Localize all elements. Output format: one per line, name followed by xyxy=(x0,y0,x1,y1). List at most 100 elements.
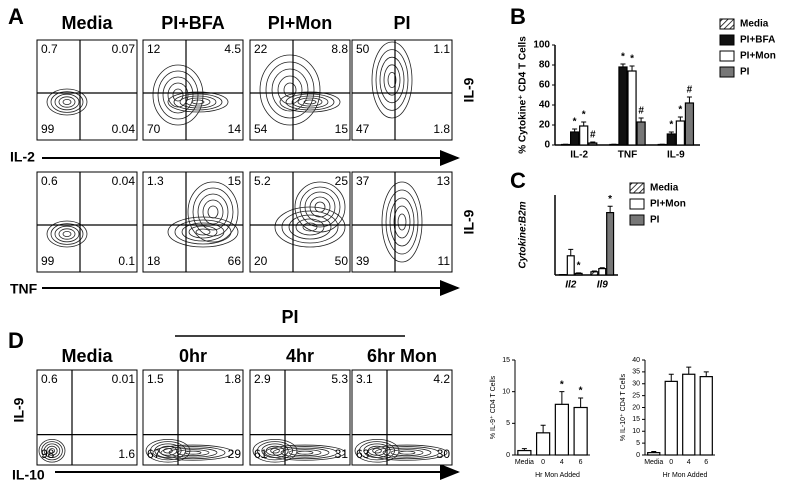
x-tick-label: Il2 xyxy=(565,280,577,291)
contour xyxy=(379,56,405,104)
contour xyxy=(50,223,84,245)
bar xyxy=(517,449,532,456)
quadrant-value: 99 xyxy=(41,254,55,268)
quadrant-value: 0.04 xyxy=(112,174,136,188)
quadrant-value: 25 xyxy=(335,174,349,188)
error-bar xyxy=(703,371,709,377)
contour xyxy=(152,444,234,461)
legend-swatch xyxy=(719,18,735,30)
error-bar xyxy=(578,397,584,408)
annotation: * xyxy=(621,52,625,63)
contour xyxy=(41,441,63,461)
y-axis-label: IL-9 xyxy=(461,209,477,234)
annotation: * xyxy=(630,54,634,65)
contour xyxy=(398,450,416,455)
legend-swatch xyxy=(719,50,735,62)
quadrant-value: 22 xyxy=(254,42,268,56)
legend-label: PI+BFA xyxy=(740,35,775,46)
quadrant-value: 98 xyxy=(41,447,55,461)
contour xyxy=(397,213,407,231)
contour xyxy=(184,450,202,455)
quadrant-value: 29 xyxy=(228,447,242,461)
contour xyxy=(382,447,432,458)
annotation: * xyxy=(678,105,682,116)
bar xyxy=(627,70,637,146)
contour xyxy=(158,445,178,456)
y-tick-label: 0 xyxy=(636,452,640,459)
bar xyxy=(566,255,575,276)
y-axis-label: % IL-9⁺ CD4 T Cells xyxy=(489,375,497,439)
bar xyxy=(636,121,646,146)
error-bar xyxy=(572,128,578,132)
bar xyxy=(606,212,615,276)
annotation: * xyxy=(608,194,612,205)
y-tick-label: 80 xyxy=(539,60,551,71)
y-axis-label: IL-9 xyxy=(11,397,27,422)
quadrant-value: 0.6 xyxy=(41,174,58,188)
contour xyxy=(296,450,314,455)
error-bar xyxy=(540,424,546,433)
contour xyxy=(280,447,330,458)
contour xyxy=(265,61,315,119)
legend-swatch xyxy=(719,34,735,46)
bar xyxy=(579,125,589,146)
column-header: 0hr xyxy=(179,346,207,366)
quadrant-value: 0.1 xyxy=(118,254,135,268)
y-axis-label: % Cytokine⁺ CD4 T Cells xyxy=(518,36,529,154)
y-tick-label: 0 xyxy=(506,452,510,459)
x-tick-label: 0 xyxy=(669,459,673,466)
contour xyxy=(202,199,224,225)
contour xyxy=(366,444,448,461)
contour xyxy=(192,187,234,237)
y-axis-label: % IL-10⁺ CD4 T Cells xyxy=(619,373,627,441)
contour xyxy=(299,186,341,228)
quadrant-value: 61 xyxy=(254,447,268,461)
contour xyxy=(176,449,210,457)
error-bar xyxy=(521,448,527,451)
panel-label: D xyxy=(8,328,24,353)
bar xyxy=(666,133,676,146)
contour xyxy=(387,72,397,89)
column-header: PI+Mon xyxy=(268,13,333,33)
contour xyxy=(271,68,309,112)
quadrant-value: 2.9 xyxy=(254,372,271,386)
quadrant-value: 4.2 xyxy=(433,372,450,386)
contour xyxy=(174,219,232,245)
contour xyxy=(58,96,76,108)
x-tick-label: Il9 xyxy=(597,280,609,291)
quadrant-value: 0.04 xyxy=(112,122,136,136)
quadrant-value: 66 xyxy=(228,254,242,268)
error-bar xyxy=(677,116,683,121)
error-bar xyxy=(568,248,574,256)
quadrant-value: 20 xyxy=(254,254,268,268)
panel-label: C xyxy=(510,168,526,193)
quadrant-value: 8.8 xyxy=(331,42,348,56)
bar xyxy=(535,432,551,456)
annotation: * xyxy=(577,261,581,272)
contour xyxy=(162,76,194,114)
quadrant-value: 39 xyxy=(356,254,370,268)
y-tick-label: 20 xyxy=(632,404,640,411)
y-tick-label: 15 xyxy=(502,357,510,364)
contour xyxy=(371,41,413,119)
bar xyxy=(675,120,685,146)
annotation: # xyxy=(638,106,644,117)
flow-plot xyxy=(36,171,138,273)
x-axis-label: Hr Mon Added xyxy=(663,472,708,479)
legend-label: PI xyxy=(740,67,750,78)
contour xyxy=(304,191,336,223)
contour xyxy=(383,64,401,96)
y-axis-label: Cytokine:B2m xyxy=(518,201,529,268)
contour xyxy=(272,446,338,460)
bar xyxy=(554,403,570,456)
quadrant-value: 5.3 xyxy=(331,372,348,386)
y-tick-label: 40 xyxy=(632,357,640,364)
flow-plot xyxy=(351,171,453,273)
bar xyxy=(588,142,598,146)
contour xyxy=(374,446,440,460)
quadrant-value: 0.07 xyxy=(112,42,136,56)
flow-plot xyxy=(142,171,244,273)
quadrant-value: 1.1 xyxy=(433,42,450,56)
column-header: PI xyxy=(393,13,410,33)
y-tick-label: 5 xyxy=(506,420,510,427)
